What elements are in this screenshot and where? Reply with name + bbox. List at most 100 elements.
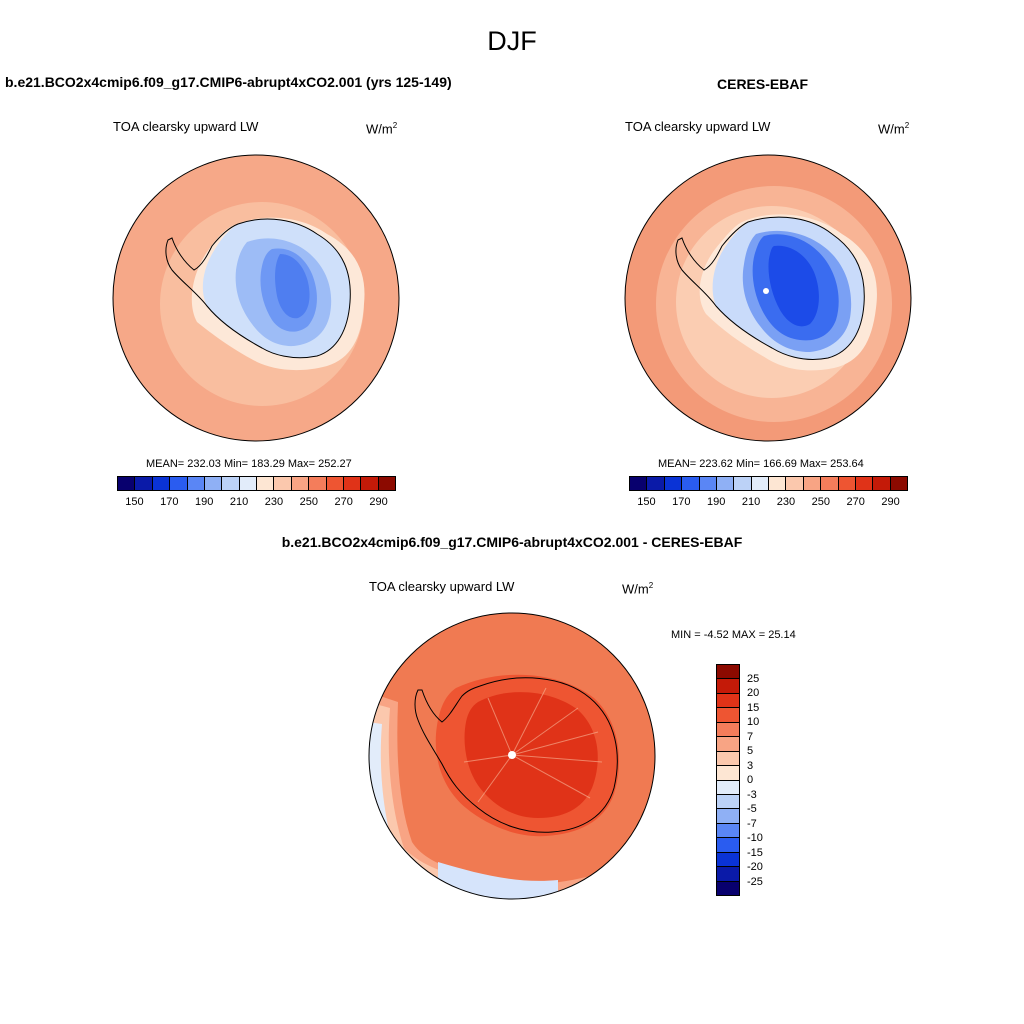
- colorbar-swatch: [717, 881, 739, 895]
- panel-2-polar-map: [624, 154, 912, 442]
- colorbar-tick-label: 230: [264, 496, 284, 508]
- panel-2-colorbar: [629, 476, 908, 491]
- season-title: DJF: [487, 26, 537, 56]
- colorbar-tick-label: 0: [747, 774, 754, 786]
- panel-3-colorbar-ticks: -25 -20 -15 -10 -7 -5 -3 0 3 5 7 10 15 20 25: [747, 664, 787, 896]
- land-core: [768, 245, 819, 327]
- colorbar-swatch: [204, 477, 223, 490]
- coastline: [675, 216, 865, 360]
- colorbar-swatch: [717, 693, 739, 709]
- colorbar-tick-label: -25: [747, 875, 763, 888]
- colorbar-tick-label: -7: [747, 817, 757, 830]
- panel-1-colorbar: [117, 476, 396, 491]
- colorbar-tick-label: 230: [776, 496, 796, 508]
- colorbar-swatch: [855, 477, 874, 490]
- panel-2-units: W/m2: [878, 121, 910, 137]
- colorbar-swatch: [717, 722, 739, 738]
- colorbar-swatch: [717, 751, 739, 767]
- colorbar-swatch: [717, 838, 739, 853]
- colorbar-swatch: [682, 477, 700, 490]
- colorbar-tick-label: 25: [747, 672, 760, 685]
- land-core: [275, 254, 310, 319]
- colorbar-swatch: [630, 477, 648, 490]
- colorbar-tick-label: 150: [637, 496, 656, 508]
- colorbar-swatch: [326, 477, 344, 490]
- colorbar-swatch: [170, 477, 188, 490]
- colorbar-tick-label: -20: [747, 861, 763, 873]
- colorbar-swatch: [890, 477, 907, 490]
- colorbar-swatch: [378, 477, 395, 490]
- colorbar-swatch: [291, 477, 310, 490]
- colorbar-swatch: [717, 708, 739, 723]
- colorbar-swatch: [769, 477, 787, 490]
- colorbar-swatch: [717, 780, 739, 795]
- colorbar-swatch: [699, 477, 717, 490]
- colorbar-tick-label: 7: [747, 730, 754, 743]
- colorbar-swatch: [803, 477, 822, 490]
- colorbar-tick-label: 290: [369, 496, 388, 508]
- colorbar-swatch: [664, 477, 683, 490]
- colorbar-swatch: [222, 477, 240, 490]
- colorbar-tick-label: 3: [747, 759, 754, 772]
- colorbar-swatch: [239, 477, 257, 490]
- colorbar-swatch: [821, 477, 839, 490]
- panel-3-stats: MIN = -4.52 MAX = 25.14: [671, 629, 796, 641]
- colorbar-tick-label: 170: [672, 496, 691, 508]
- colorbar-swatch: [717, 823, 739, 839]
- colorbar-swatch: [838, 477, 856, 490]
- colorbar-swatch: [647, 477, 665, 490]
- colorbar-tick-label: 210: [229, 496, 249, 508]
- panel-1-polar-map: [112, 154, 400, 442]
- colorbar-tick-label: 10: [747, 716, 760, 728]
- panel-2-field-label: TOA clearsky upward LW: [625, 119, 771, 134]
- panel-1-stats: MEAN= 232.03 Min= 183.29 Max= 252.27: [146, 458, 352, 470]
- coastline: [414, 677, 618, 833]
- coastline: [165, 218, 351, 359]
- colorbar-tick-label: 270: [846, 496, 865, 508]
- colorbar-swatch: [717, 794, 739, 810]
- colorbar-tick-label: 170: [160, 496, 179, 508]
- colorbar-tick-label: 5: [747, 745, 754, 757]
- map-border: [624, 154, 912, 442]
- colorbar-swatch: [361, 477, 379, 490]
- polar-streaks: [463, 687, 603, 803]
- land-core-positive: [464, 692, 598, 818]
- negative-patch-south: [438, 862, 558, 899]
- colorbar-tick-label: -15: [747, 846, 763, 859]
- panel-2-stats: MEAN= 223.62 Min= 166.69 Max= 253.64: [658, 458, 864, 470]
- colorbar-swatch: [717, 766, 739, 781]
- panel-3-field-label: TOA clearsky upward LW: [369, 579, 515, 594]
- colorbar-swatch: [343, 477, 362, 490]
- colorbar-swatch: [717, 737, 739, 752]
- colorbar-swatch: [309, 477, 327, 490]
- colorbar-swatch: [717, 665, 739, 680]
- colorbar-swatch: [187, 477, 205, 490]
- colorbar-swatch: [716, 477, 735, 490]
- colorbar-swatch: [274, 477, 292, 490]
- map-border: [368, 612, 656, 900]
- panel-1-title: b.e21.BCO2x4cmip6.f09_g17.CMIP6-abrupt4x…: [5, 74, 452, 90]
- colorbar-tick-label: -10: [747, 832, 763, 844]
- colorbar-tick-label: 20: [747, 687, 760, 699]
- colorbar-swatch: [717, 809, 739, 824]
- colorbar-swatch: [152, 477, 171, 490]
- panel-3-colorbar: [716, 664, 740, 896]
- colorbar-swatch: [717, 867, 739, 882]
- panel-1-units: W/m2: [366, 121, 398, 137]
- colorbar-tick-label: 250: [811, 496, 830, 508]
- colorbar-swatch: [135, 477, 153, 490]
- colorbar-swatch: [257, 477, 275, 490]
- panel-2-title: CERES-EBAF: [717, 76, 809, 92]
- panel-3-units: W/m2: [622, 581, 654, 597]
- panel-3-title: b.e21.BCO2x4cmip6.f09_g17.CMIP6-abrupt4x…: [281, 534, 743, 550]
- colorbar-tick-label: 150: [125, 496, 144, 508]
- colorbar-tick-label: 190: [195, 496, 214, 508]
- map-border: [112, 154, 400, 442]
- pole-hole: [508, 751, 516, 759]
- colorbar-swatch: [734, 477, 752, 490]
- colorbar-tick-label: 290: [881, 496, 900, 508]
- panel-1-field-label: TOA clearsky upward LW: [113, 119, 259, 134]
- colorbar-swatch: [118, 477, 136, 490]
- colorbar-tick-label: 250: [299, 496, 318, 508]
- colorbar-swatch: [786, 477, 804, 490]
